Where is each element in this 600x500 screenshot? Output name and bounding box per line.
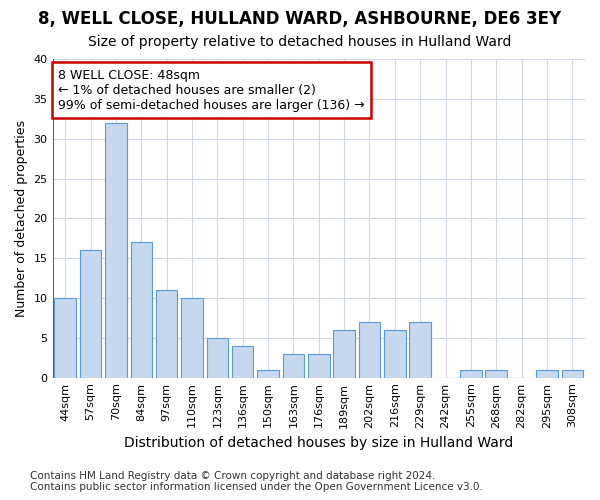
Bar [536,370,558,378]
Bar [80,250,101,378]
Bar [206,338,228,378]
Text: Size of property relative to detached houses in Hulland Ward: Size of property relative to detached ho… [88,35,512,49]
Text: 8 WELL CLOSE: 48sqm
← 1% of detached houses are smaller (2)
99% of semi-detached: 8 WELL CLOSE: 48sqm ← 1% of detached hou… [58,68,364,112]
Bar [334,330,355,378]
Bar [232,346,253,378]
Bar [283,354,304,378]
Y-axis label: Number of detached properties: Number of detached properties [15,120,28,317]
Bar [156,290,178,378]
X-axis label: Distribution of detached houses by size in Hulland Ward: Distribution of detached houses by size … [124,436,514,450]
Bar [181,298,203,378]
Bar [562,370,583,378]
Bar [359,322,380,378]
Text: Contains HM Land Registry data © Crown copyright and database right 2024.
Contai: Contains HM Land Registry data © Crown c… [30,471,483,492]
Bar [105,122,127,378]
Bar [384,330,406,378]
Bar [485,370,507,378]
Text: 8, WELL CLOSE, HULLAND WARD, ASHBOURNE, DE6 3EY: 8, WELL CLOSE, HULLAND WARD, ASHBOURNE, … [38,10,562,28]
Bar [257,370,279,378]
Bar [409,322,431,378]
Bar [131,242,152,378]
Bar [55,298,76,378]
Bar [308,354,329,378]
Bar [460,370,482,378]
